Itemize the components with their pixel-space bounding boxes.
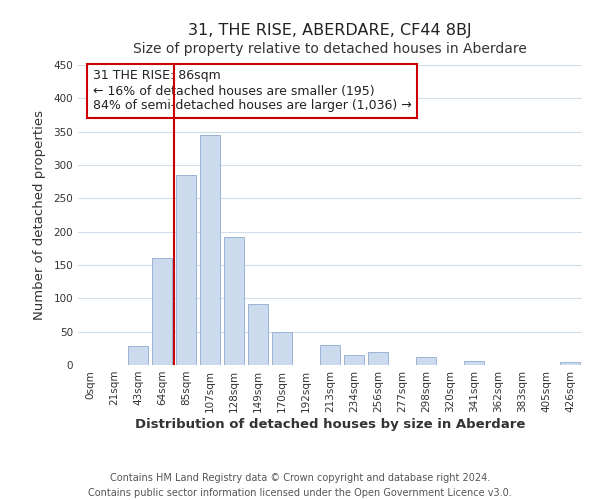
Bar bbox=[560, 362, 580, 365]
Bar bbox=[128, 346, 148, 365]
Bar bbox=[344, 355, 364, 365]
Bar bbox=[368, 352, 388, 365]
Bar bbox=[200, 135, 220, 365]
Text: 31 THE RISE: 86sqm
← 16% of detached houses are smaller (195)
84% of semi-detach: 31 THE RISE: 86sqm ← 16% of detached hou… bbox=[93, 70, 412, 112]
Text: Contains HM Land Registry data © Crown copyright and database right 2024.
Contai: Contains HM Land Registry data © Crown c… bbox=[88, 472, 512, 498]
Y-axis label: Number of detached properties: Number of detached properties bbox=[34, 110, 46, 320]
Bar bbox=[464, 361, 484, 365]
Bar bbox=[224, 237, 244, 365]
Text: 31, THE RISE, ABERDARE, CF44 8BJ: 31, THE RISE, ABERDARE, CF44 8BJ bbox=[188, 22, 472, 38]
Bar bbox=[176, 175, 196, 365]
Bar bbox=[320, 345, 340, 365]
Bar bbox=[152, 258, 172, 365]
Bar bbox=[416, 357, 436, 365]
Bar bbox=[248, 304, 268, 365]
X-axis label: Distribution of detached houses by size in Aberdare: Distribution of detached houses by size … bbox=[135, 418, 525, 430]
Bar bbox=[272, 332, 292, 365]
Text: Size of property relative to detached houses in Aberdare: Size of property relative to detached ho… bbox=[133, 42, 527, 56]
